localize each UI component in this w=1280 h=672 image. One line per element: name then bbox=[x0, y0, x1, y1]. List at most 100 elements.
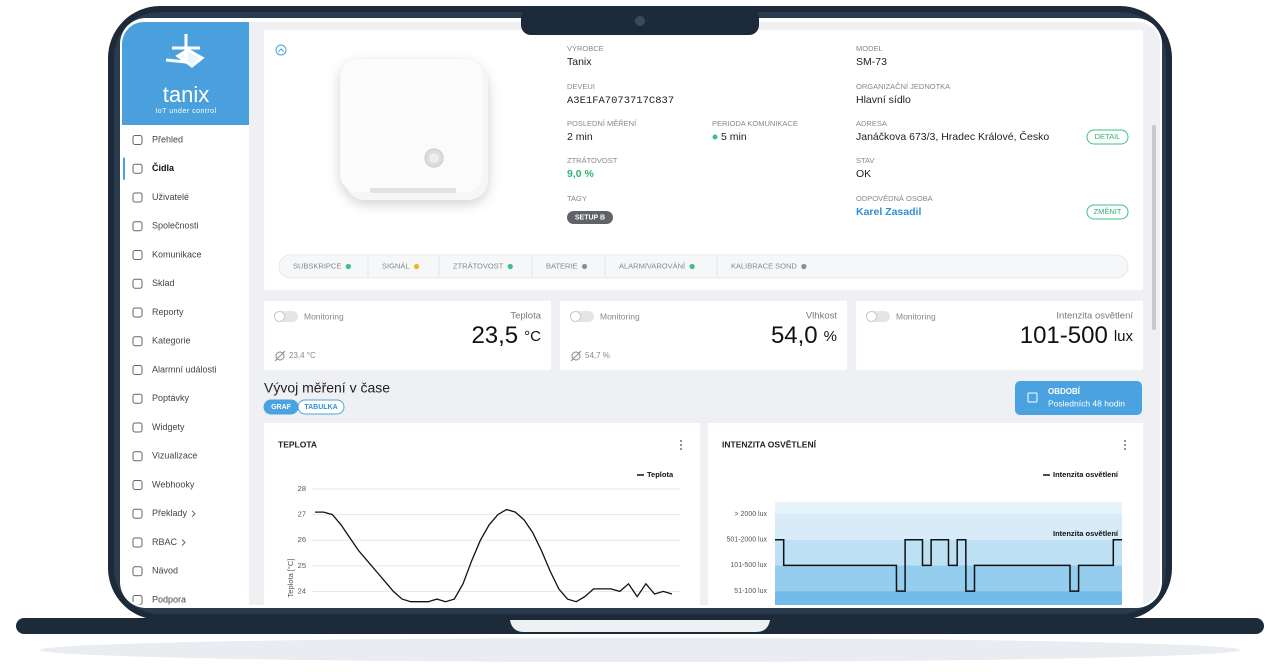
menu-dots bbox=[1124, 448, 1126, 450]
menu-item[interactable]: Čidla bbox=[152, 162, 175, 173]
menu-item[interactable]: Společnosti bbox=[152, 221, 199, 231]
menu-item[interactable]: Komunikace bbox=[152, 249, 202, 259]
plot-band bbox=[775, 591, 1122, 605]
field-value: OK bbox=[856, 168, 871, 180]
menu-icon bbox=[132, 307, 143, 318]
menu-item[interactable]: Kategorie bbox=[152, 336, 191, 346]
menu-dots bbox=[680, 444, 682, 446]
expand-chevron bbox=[181, 539, 186, 546]
chart-title: INTENZITA OSVĚTLENÍ bbox=[722, 438, 817, 449]
expand-chevron bbox=[191, 510, 196, 518]
previous-icon bbox=[275, 351, 285, 361]
menu-item[interactable]: Přehled bbox=[152, 134, 183, 144]
tile-unit: °C bbox=[524, 328, 541, 345]
field-value: Karel Zasadil bbox=[856, 206, 921, 218]
tile-value: 101-500 bbox=[1020, 322, 1108, 349]
previous-value: 54,7 % bbox=[585, 351, 610, 360]
menu-dots bbox=[680, 440, 682, 442]
plot-band bbox=[775, 565, 1122, 592]
field-value: 2 min bbox=[567, 131, 593, 143]
toggle-label: Monitoring bbox=[304, 311, 344, 321]
axis-title: Teplota [°C] bbox=[286, 559, 295, 598]
collapse-button[interactable] bbox=[275, 44, 287, 56]
tile-reading: 54,0% bbox=[771, 322, 837, 349]
field-value: 5 min bbox=[721, 131, 747, 143]
menu-icon bbox=[132, 135, 143, 145]
chart-card bbox=[264, 423, 700, 605]
field-value: A3E1FA7073717C837 bbox=[567, 95, 674, 107]
menu-item[interactable]: Podpora bbox=[152, 594, 186, 604]
legend-label: Intenzita osvětlení bbox=[1053, 470, 1119, 479]
y-tick-label: 24 bbox=[298, 586, 306, 595]
field-button-label: DETAIL bbox=[1095, 132, 1121, 141]
scrollbar bbox=[1152, 125, 1156, 330]
previous-icon bbox=[274, 350, 286, 362]
shadow bbox=[40, 638, 1240, 662]
field-value: Tanix bbox=[567, 56, 592, 68]
y-tick-label: 101-500 lux bbox=[730, 562, 767, 569]
line bbox=[775, 538, 1122, 592]
menu-icon bbox=[132, 163, 143, 174]
menu-icon bbox=[132, 192, 143, 203]
y-tick-label: > 2000 lux bbox=[735, 511, 768, 518]
y-tick-label: 51-100 lux bbox=[734, 588, 767, 595]
tile-title: Teplota bbox=[510, 311, 541, 322]
status-label: KALIBRACE SOND bbox=[731, 261, 797, 270]
menu-item[interactable]: RBAC bbox=[152, 537, 178, 547]
previous-icon bbox=[570, 350, 582, 362]
menu-icon bbox=[132, 566, 143, 577]
status-label: ALARM/VAROVÁNÍ bbox=[619, 261, 686, 270]
menu-item[interactable]: Alarmní události bbox=[152, 364, 217, 374]
line bbox=[315, 508, 673, 603]
menu-icon bbox=[132, 451, 143, 462]
menu-item[interactable]: Reporty bbox=[152, 307, 184, 317]
field-value: SM-73 bbox=[856, 56, 887, 68]
menu-item[interactable]: Vizualizace bbox=[152, 451, 197, 461]
field-label: ORGANIZAČNÍ JEDNOTKA bbox=[856, 82, 950, 91]
logo-mark bbox=[165, 34, 205, 68]
field-label: ADRESA bbox=[856, 119, 887, 128]
menu-icon bbox=[132, 393, 143, 404]
tile-value: 23,5 bbox=[471, 322, 518, 349]
status-label: SIGNÁL bbox=[382, 261, 410, 270]
field-button[interactable] bbox=[1086, 204, 1129, 220]
field-value: Janáčkova 673/3, Hradec Králové, Česko bbox=[856, 130, 1049, 143]
tile-unit: lux bbox=[1114, 328, 1134, 345]
menu-item[interactable]: Poptávky bbox=[152, 393, 190, 403]
tab[interactable] bbox=[297, 399, 345, 415]
status-dot bbox=[581, 263, 588, 270]
y-tick-label: 26 bbox=[298, 535, 306, 544]
field-button[interactable] bbox=[1086, 129, 1129, 145]
status-label: ZTRÁTOVOST bbox=[453, 261, 504, 270]
status-dot bbox=[507, 263, 513, 270]
toggle-label: Monitoring bbox=[600, 311, 640, 321]
menu-item[interactable]: Uživatelé bbox=[152, 192, 189, 202]
field-label: PERIODA KOMUNIKACE bbox=[712, 119, 798, 128]
menu-icon bbox=[132, 365, 143, 375]
status-dot bbox=[345, 263, 351, 270]
field-label: DEVEUI bbox=[567, 82, 595, 91]
tile-unit: % bbox=[824, 328, 837, 345]
tile-value: 54,0 bbox=[771, 322, 818, 349]
menu-icon bbox=[132, 422, 143, 433]
period-button[interactable] bbox=[1015, 381, 1142, 415]
collapse-icon bbox=[278, 48, 284, 52]
toggle-knob bbox=[866, 311, 877, 322]
period-value: Posledních 48 hodin bbox=[1048, 398, 1125, 408]
menu-item[interactable]: Návod bbox=[152, 566, 178, 576]
tile bbox=[560, 301, 847, 370]
active-indicator bbox=[123, 157, 125, 180]
menu-item[interactable]: Widgety bbox=[152, 422, 185, 432]
status-dot bbox=[801, 263, 807, 270]
status-dot bbox=[413, 263, 420, 270]
status-label: SUBSKRIPCE bbox=[293, 261, 341, 270]
tab-label: TABULKA bbox=[304, 404, 337, 411]
sensor-vent bbox=[370, 188, 456, 193]
menu-item[interactable]: Webhooky bbox=[152, 479, 195, 489]
menu-item[interactable]: Sklad bbox=[152, 278, 175, 288]
camera bbox=[635, 16, 645, 26]
field-label: POSLEDNÍ MĚŘENÍ bbox=[567, 119, 637, 128]
menu-item[interactable]: Překlady bbox=[152, 508, 188, 518]
status-dot bbox=[712, 134, 718, 140]
